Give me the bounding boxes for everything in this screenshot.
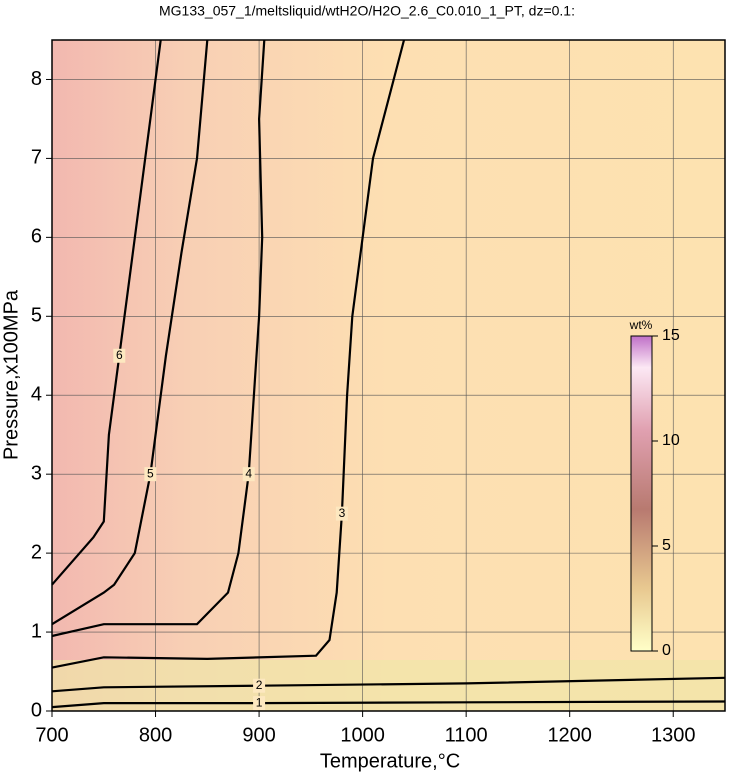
colorbar-tick-label: 5 <box>662 537 671 554</box>
plot-frame <box>51 39 726 712</box>
y-tick-label: 4 <box>31 384 42 406</box>
contours: 1 2 3 4 5 6 <box>51 39 726 711</box>
x-tick-label: 1000 <box>340 724 385 746</box>
y-tick-label: 7 <box>31 147 42 169</box>
contour-line <box>51 39 406 669</box>
y-tick-label: 5 <box>31 305 42 327</box>
x-tick-label: 1200 <box>547 724 592 746</box>
contour-label: 2 <box>256 678 263 692</box>
contour-label-bg <box>242 467 255 482</box>
contour-label-bg <box>253 696 266 711</box>
contour-label: 1 <box>256 695 263 709</box>
colorbar-tick-label: 10 <box>662 432 680 449</box>
y-tick-label: 3 <box>31 462 42 484</box>
plot-background <box>52 40 725 711</box>
y-tick-label: 2 <box>31 541 42 563</box>
y-tick-label: 6 <box>31 226 42 248</box>
x-axis-label: Temperature,°C <box>320 750 460 772</box>
x-tick-label: 800 <box>139 724 172 746</box>
contour-label: 6 <box>116 348 123 362</box>
x-tick-label: 1100 <box>445 724 488 746</box>
colorbar <box>630 335 653 652</box>
contour-line <box>51 39 162 586</box>
y-axis-label: Pressure,x100MPa <box>0 289 22 460</box>
contour-label-bg <box>113 348 126 363</box>
colorbar-label: wt% <box>629 318 653 332</box>
x-tick-label: 900 <box>242 724 275 746</box>
y-tick-label: 8 <box>31 68 42 90</box>
chart-title: MG133_057_1/meltsliquid/wtH2O/H2O_2.6_C0… <box>159 3 575 19</box>
contour-label: 5 <box>147 466 154 480</box>
colorbar-tick-label: 0 <box>662 642 671 659</box>
y-tick-label: 1 <box>31 620 42 642</box>
contour-line <box>51 39 266 638</box>
colorbar-tick-label: 15 <box>662 327 680 344</box>
contour-label: 3 <box>339 506 346 520</box>
contour-label-bg <box>144 467 157 482</box>
y-tick-label: 0 <box>31 699 42 721</box>
x-tick-label: 1300 <box>651 724 696 746</box>
contour-label-bg <box>253 678 266 693</box>
contour-label-bg <box>335 506 348 521</box>
contour-label: 4 <box>245 466 252 480</box>
x-tick-label: 700 <box>35 724 68 746</box>
